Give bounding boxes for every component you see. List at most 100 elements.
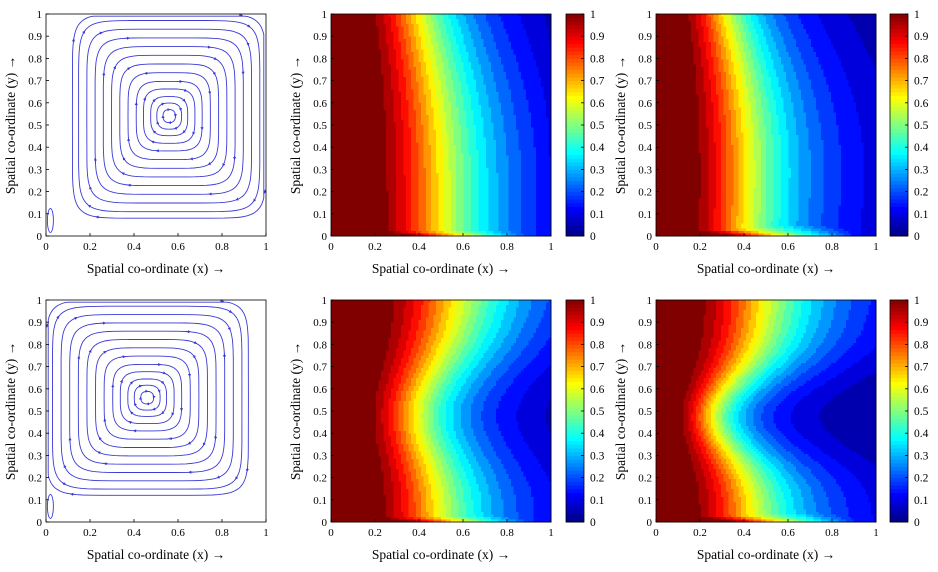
heatmap-cell [399,24,402,27]
heatmap-cell [359,148,362,151]
heatmap-cell [434,42,437,45]
heatmap-cell [356,140,359,143]
heatmap-cell [476,120,479,123]
heatmap-cell [361,29,364,32]
heatmap-cell [419,32,422,35]
heatmap-cell [386,19,389,22]
heatmap-cell [389,34,392,37]
heatmap-cell [526,39,529,42]
heatmap-cell [521,97,524,100]
heatmap-cell [421,47,424,50]
heatmap-cell [444,80,447,83]
heatmap-cell [401,34,404,37]
heatmap-cell [394,64,397,67]
heatmap-cell [371,42,374,45]
heatmap-cell [436,107,439,110]
heatmap-cell [441,27,444,30]
heatmap-cell [339,77,342,80]
heatmap-cell [536,128,539,131]
heatmap-cell [496,92,499,95]
heatmap-cell [351,54,354,57]
heatmap-cell [364,44,367,47]
heatmap-cell [499,49,502,52]
heatmap-cell [481,115,484,118]
heatmap-cell [421,62,424,65]
heatmap-cell [361,54,364,57]
heatmap-cell [491,105,494,108]
heatmap-cell [491,122,494,125]
heatmap-cell [496,87,499,90]
heatmap-cell [386,102,389,105]
heatmap-cell [519,138,522,141]
heatmap-cell [451,148,454,151]
heatmap-cell [376,145,379,148]
heatmap-cell [351,102,354,105]
heatmap-cell [511,14,514,17]
heatmap-cell [456,59,459,62]
heatmap-cell [381,140,384,143]
heatmap-cell [424,34,427,37]
heatmap-cell [359,97,362,100]
heatmap-cell [499,87,502,90]
heatmap-cell [471,92,474,95]
heatmap-cell [419,39,422,42]
heatmap-cell [509,100,512,103]
heatmap-cell [494,100,497,103]
heatmap-cell [469,117,472,120]
heatmap-cell [491,117,494,120]
heatmap-cell [424,44,427,47]
heatmap-cell [349,54,352,57]
heatmap-cell [484,120,487,123]
heatmap-cell [514,140,517,143]
heatmap-cell [379,80,382,83]
heatmap-cell [439,85,442,88]
heatmap-cell [454,128,457,131]
heatmap-cell [481,135,484,138]
heatmap-cell [476,85,479,88]
heatmap-cell [494,102,497,105]
heatmap-cell [361,110,364,113]
heatmap-cell [406,75,409,78]
heatmap-cell [334,115,337,118]
heatmap-cell [369,67,372,70]
heatmap-cell [386,143,389,146]
heatmap-cell [359,138,362,141]
heatmap-cell [459,14,462,17]
heatmap-cell [384,120,387,123]
heatmap-cell [504,130,507,133]
heatmap-cell [536,122,539,125]
heatmap-cell [461,90,464,93]
heatmap-cell [386,120,389,123]
heatmap-cell [461,37,464,40]
heatmap-cell [499,70,502,73]
heatmap-cell [414,42,417,45]
heatmap-cell [341,100,344,103]
heatmap-cell [334,133,337,136]
heatmap-cell [409,24,412,27]
heatmap-cell [539,27,542,30]
heatmap-cell [386,22,389,25]
heatmap-cell [404,82,407,85]
heatmap-cell [409,97,412,100]
heatmap-cell [541,64,544,67]
heatmap-cell [381,120,384,123]
heatmap-cell [381,19,384,22]
heatmap-cell [441,39,444,42]
heatmap-cell [516,145,519,148]
heatmap-cell [336,67,339,70]
heatmap-cell [354,100,357,103]
heatmap-cell [524,100,527,103]
heatmap-cell [336,95,339,98]
heatmap-cell [384,148,387,151]
heatmap-cell [471,130,474,133]
heatmap-cell [479,24,482,27]
heatmap-cell [489,49,492,52]
heatmap-cell [416,133,419,136]
heatmap-cell [411,138,414,141]
heatmap-cell [486,64,489,67]
heatmap-cell [374,70,377,73]
heatmap-cell [489,112,492,115]
heatmap-cell [499,22,502,25]
heatmap-cell [436,130,439,133]
heatmap-cell [369,17,372,20]
